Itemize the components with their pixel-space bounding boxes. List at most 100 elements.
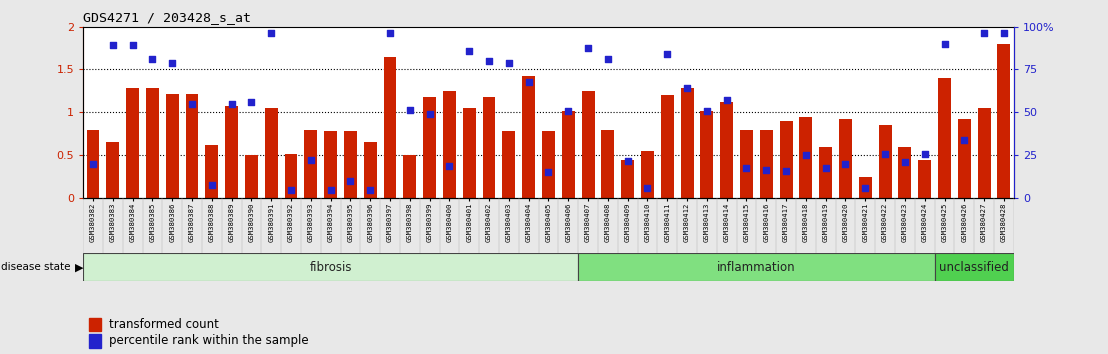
Bar	[483, 97, 495, 198]
Text: ▶: ▶	[75, 262, 84, 272]
Bar	[542, 131, 555, 198]
Bar	[423, 97, 437, 198]
Point	[302, 157, 320, 162]
Bar	[383, 57, 397, 198]
Bar	[185, 93, 198, 198]
Bar	[502, 131, 515, 198]
Point	[658, 51, 676, 57]
Bar	[642, 151, 654, 198]
Text: disease state: disease state	[1, 262, 71, 272]
Bar	[126, 88, 138, 198]
Bar	[463, 108, 475, 198]
Text: percentile rank within the sample: percentile rank within the sample	[109, 335, 309, 347]
Point	[381, 30, 399, 36]
Point	[638, 185, 656, 191]
Point	[480, 58, 497, 64]
Text: transformed count: transformed count	[109, 318, 219, 331]
Point	[124, 42, 142, 48]
Point	[341, 178, 359, 184]
Point	[579, 45, 597, 51]
Bar	[839, 119, 852, 198]
Point	[817, 165, 834, 171]
Bar	[760, 130, 772, 198]
Bar	[879, 125, 892, 198]
Point	[678, 86, 696, 91]
Bar	[166, 93, 178, 198]
Point	[856, 185, 874, 191]
Bar	[720, 102, 733, 198]
Point	[500, 60, 517, 65]
Bar	[819, 147, 832, 198]
Bar	[363, 142, 377, 198]
Point	[758, 167, 776, 173]
Bar	[522, 76, 535, 198]
Point	[560, 108, 577, 114]
Point	[421, 111, 439, 117]
Bar	[740, 130, 753, 198]
Bar	[86, 130, 100, 198]
Bar	[205, 145, 218, 198]
Point	[995, 30, 1013, 36]
Bar	[622, 160, 634, 198]
Point	[104, 42, 122, 48]
Point	[441, 163, 459, 169]
Point	[223, 101, 240, 107]
Point	[144, 56, 162, 62]
Point	[718, 98, 736, 103]
Bar	[919, 160, 931, 198]
Bar	[977, 108, 991, 198]
Point	[876, 151, 894, 156]
Point	[520, 80, 537, 85]
Point	[461, 48, 479, 53]
Bar	[899, 147, 912, 198]
Bar	[700, 111, 714, 198]
Bar	[680, 88, 694, 198]
Point	[738, 165, 756, 171]
Point	[837, 161, 854, 167]
Bar	[305, 130, 317, 198]
Bar	[660, 95, 674, 198]
Bar	[245, 155, 258, 198]
Bar	[83, 253, 578, 281]
Bar	[146, 88, 158, 198]
Point	[183, 101, 201, 107]
Text: fibrosis: fibrosis	[309, 261, 352, 274]
Bar	[325, 131, 337, 198]
Point	[283, 187, 300, 193]
Bar	[938, 78, 951, 198]
Text: inflammation: inflammation	[717, 261, 796, 274]
Bar	[89, 334, 101, 348]
Point	[243, 99, 260, 105]
Bar	[578, 253, 935, 281]
Point	[401, 107, 419, 113]
Point	[203, 183, 220, 188]
Point	[698, 108, 716, 114]
Bar	[859, 177, 872, 198]
Bar	[443, 91, 455, 198]
Bar	[780, 121, 792, 198]
Bar	[403, 155, 417, 198]
Bar	[285, 154, 297, 198]
Bar	[265, 108, 278, 198]
Point	[896, 159, 914, 165]
Bar	[935, 253, 1014, 281]
Text: unclassified: unclassified	[940, 261, 1009, 274]
Text: GDS4271 / 203428_s_at: GDS4271 / 203428_s_at	[83, 11, 252, 24]
Point	[599, 56, 617, 62]
Bar	[89, 318, 101, 331]
Point	[84, 161, 102, 167]
Bar	[562, 111, 575, 198]
Bar	[343, 131, 357, 198]
Point	[916, 151, 934, 156]
Bar	[997, 44, 1010, 198]
Bar	[106, 142, 120, 198]
Bar	[958, 119, 971, 198]
Point	[955, 137, 973, 143]
Point	[263, 30, 280, 36]
Point	[777, 168, 794, 173]
Bar	[800, 117, 812, 198]
Bar	[225, 105, 238, 198]
Point	[163, 60, 181, 65]
Point	[797, 153, 814, 158]
Point	[321, 187, 339, 193]
